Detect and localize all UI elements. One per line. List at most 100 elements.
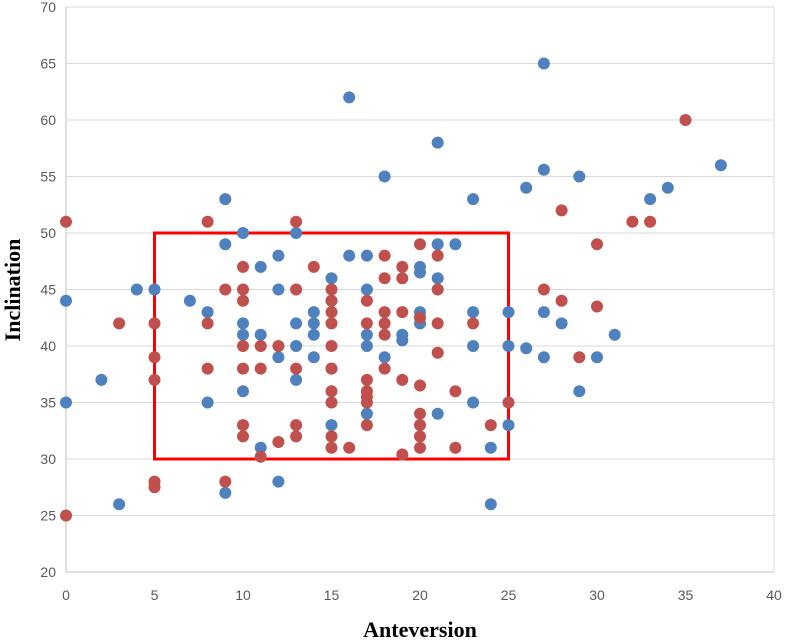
red-data-point — [378, 272, 391, 285]
blue-data-point — [520, 342, 533, 355]
y-tick-label: 70 — [40, 0, 56, 15]
blue-data-point — [290, 340, 303, 352]
blue-data-point — [307, 306, 320, 319]
red-data-point — [272, 436, 285, 449]
red-data-point — [396, 260, 409, 273]
red-data-point — [414, 430, 426, 443]
blue-data-point — [537, 306, 550, 319]
blue-data-point — [573, 385, 586, 398]
red-data-point — [626, 215, 639, 228]
red-data-point — [325, 396, 338, 409]
blue-data-point — [254, 260, 267, 273]
red-data-point — [290, 283, 303, 296]
blue-data-point — [573, 170, 586, 183]
red-data-point — [431, 283, 444, 296]
red-data-point — [467, 317, 480, 330]
blue-data-point — [237, 227, 249, 239]
x-tick-label: 10 — [235, 587, 251, 603]
blue-data-point — [272, 249, 285, 262]
red-data-point — [378, 328, 391, 341]
blue-data-point — [148, 283, 161, 296]
red-data-point — [555, 294, 568, 307]
blue-data-point — [537, 351, 550, 364]
blue-data-point — [343, 91, 356, 104]
red-data-point — [307, 260, 320, 273]
blue-data-point — [130, 283, 143, 296]
data-points — [60, 57, 727, 522]
x-tick-label: 35 — [678, 587, 694, 603]
red-data-point — [148, 317, 161, 330]
blue-data-point — [396, 334, 409, 347]
y-tick-label: 35 — [40, 395, 56, 411]
red-data-point — [290, 419, 303, 432]
blue-data-point — [502, 340, 515, 352]
red-data-point — [60, 215, 72, 228]
x-tick-label: 30 — [589, 587, 605, 603]
blue-data-point — [502, 306, 515, 319]
blue-data-point — [237, 385, 249, 398]
gridlines — [66, 6, 775, 572]
red-data-point — [414, 441, 426, 454]
red-data-point — [378, 306, 391, 319]
blue-data-point — [467, 306, 480, 319]
red-data-point — [290, 215, 303, 228]
blue-data-point — [378, 351, 391, 364]
blue-data-point — [360, 340, 373, 352]
blue-data-point — [272, 283, 285, 296]
red-data-point — [360, 294, 373, 307]
red-data-point — [148, 481, 161, 494]
red-data-point — [201, 362, 214, 375]
x-axis-title: Anteversion — [363, 617, 477, 642]
red-data-point — [237, 283, 249, 296]
blue-data-point — [360, 283, 373, 296]
y-tick-label: 40 — [40, 338, 56, 354]
red-data-point — [254, 450, 267, 463]
blue-data-point — [272, 475, 285, 488]
red-data-point — [325, 340, 338, 352]
blue-data-point — [467, 396, 480, 409]
blue-data-point — [414, 266, 426, 279]
red-data-point — [113, 317, 126, 330]
axes — [65, 7, 774, 573]
blue-data-point — [661, 181, 674, 194]
red-data-point — [431, 249, 444, 262]
blue-data-point — [95, 373, 108, 386]
red-data-point — [360, 317, 373, 330]
blue-data-point — [272, 351, 285, 364]
blue-data-point — [237, 328, 249, 341]
red-data-point — [325, 306, 338, 319]
red-data-point — [60, 509, 72, 522]
blue-data-point — [378, 170, 391, 183]
red-data-point — [573, 351, 586, 364]
red-data-point — [237, 260, 249, 273]
blue-data-point — [608, 328, 621, 341]
red-data-point — [396, 306, 409, 319]
red-data-point — [219, 475, 232, 488]
blue-data-point — [644, 193, 657, 206]
blue-data-point — [467, 193, 480, 206]
red-data-point — [325, 362, 338, 375]
y-tick-label: 60 — [40, 112, 56, 128]
red-data-point — [237, 419, 249, 432]
blue-data-point — [555, 317, 568, 330]
red-data-point — [148, 373, 161, 386]
blue-data-point — [537, 163, 550, 176]
blue-data-point — [591, 351, 603, 364]
red-data-point — [378, 249, 391, 262]
red-data-point — [148, 351, 161, 364]
red-data-point — [360, 419, 373, 432]
blue-data-point — [254, 441, 267, 454]
red-data-point — [290, 362, 303, 375]
red-data-point — [431, 317, 444, 330]
red-data-point — [343, 441, 356, 454]
red-data-point — [201, 317, 214, 330]
blue-data-point — [343, 249, 356, 262]
blue-data-point — [307, 328, 320, 341]
y-tick-label: 65 — [40, 56, 56, 72]
blue-data-point — [237, 317, 249, 330]
blue-data-point — [360, 407, 373, 420]
y-axis-title: Inclination — [0, 239, 25, 342]
tick-labels: 20 25 30 35 40 45 50 55 60 65 70 0 5 10 15 20 25 30 35 40 — [40, 0, 782, 603]
blue-data-point — [431, 136, 444, 149]
